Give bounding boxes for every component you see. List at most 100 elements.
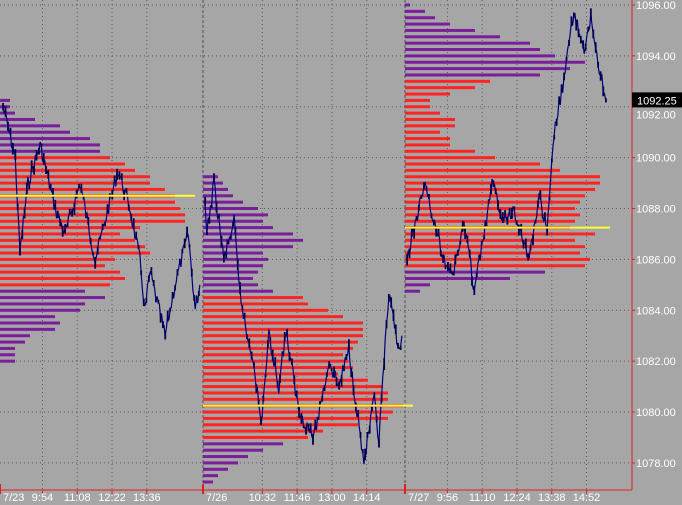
profile-bar-value-area [405, 213, 580, 217]
price-bar [319, 401, 321, 407]
price-bar [157, 299, 160, 304]
profile-bar-value-area [203, 378, 368, 382]
profile-bar [203, 213, 268, 217]
price-bar [497, 200, 499, 211]
price-bar [366, 432, 369, 438]
profile-bar-value-area [0, 245, 145, 249]
price-bar [111, 189, 114, 200]
price-bar [532, 234, 534, 246]
profile-bar-value-area [405, 181, 600, 185]
price-bar [80, 183, 83, 193]
price-bar [328, 361, 331, 369]
profile-bar-value-area [405, 92, 450, 96]
price-bar [16, 203, 19, 211]
profile-bar [203, 194, 233, 198]
price-bar [195, 295, 198, 302]
profile-bar-value-area [0, 264, 105, 268]
price-bar [492, 180, 495, 188]
price-bar [368, 425, 371, 434]
profile-bar [0, 321, 60, 325]
price-bar [558, 96, 561, 104]
profile-bar [0, 98, 10, 102]
price-bar [375, 415, 378, 422]
price-bar [524, 238, 527, 249]
price-bar [605, 98, 607, 103]
profile-bar-value-area [0, 219, 185, 223]
price-bar [333, 366, 336, 378]
price-bar [140, 270, 143, 275]
profile-bar [0, 353, 15, 357]
price-bar [312, 433, 314, 445]
profile-bar-value-area [405, 79, 490, 83]
price-bar [506, 216, 509, 225]
price-bar [570, 16, 573, 27]
profile-bar-value-area [203, 346, 353, 350]
price-bar [348, 339, 350, 349]
price-bar [423, 181, 425, 190]
price-bar [253, 362, 255, 368]
x-tick-label: 14:52 [573, 492, 601, 504]
price-bar [520, 223, 523, 236]
price-bar [260, 416, 262, 426]
price-bar [543, 212, 546, 221]
price-bar [602, 86, 605, 97]
profile-bar-value-area [203, 327, 363, 331]
price-bar [96, 246, 99, 255]
profile-bar-value-area [0, 283, 110, 287]
price-bar [447, 261, 449, 272]
price-bar [250, 351, 253, 360]
price-bar [420, 194, 423, 199]
profile-bar [405, 73, 540, 77]
poc-lines [0, 194, 610, 407]
profile-bar [0, 334, 30, 338]
price-bar [527, 253, 530, 261]
price-bar [437, 228, 440, 237]
price-bar [399, 345, 402, 350]
profile-bar [203, 461, 238, 465]
price-bar [378, 439, 380, 448]
price-bar [21, 229, 24, 240]
price-bar [120, 173, 123, 180]
price-bar [573, 12, 575, 18]
price-bar [323, 385, 326, 391]
profile-bar-value-area [405, 264, 585, 268]
price-bar [357, 409, 360, 418]
price-bar [181, 249, 184, 254]
price-bar [599, 71, 602, 81]
profile-bar [203, 251, 263, 255]
price-bar [390, 297, 393, 308]
price-bar [61, 225, 64, 237]
price-bar [49, 183, 52, 191]
price-bar [380, 394, 383, 403]
price-bar [257, 399, 260, 406]
price-bar [243, 312, 246, 318]
price-bar [137, 245, 140, 250]
x-tick-label-date: 7/26 [206, 492, 227, 504]
price-bar [30, 160, 33, 173]
price-bar [464, 228, 467, 239]
price-bar [54, 199, 57, 210]
profile-bar-value-area [0, 162, 125, 166]
profile-bar [203, 467, 228, 471]
y-tick-label: 1086.00 [636, 254, 676, 266]
profile-bar-value-area [0, 257, 115, 261]
price-bar [555, 118, 558, 126]
profile-bar [0, 124, 60, 128]
price-bar [148, 275, 150, 282]
price-bar [7, 121, 9, 131]
price-bar [541, 213, 544, 219]
price-bar [190, 268, 193, 277]
axes [0, 0, 635, 494]
price-bar [550, 158, 553, 163]
price-bar [584, 43, 587, 51]
profile-bar-value-area [405, 200, 580, 204]
y-tick-label: 1084.00 [636, 305, 676, 317]
price-bar [592, 29, 595, 39]
profile-bar [0, 296, 105, 300]
price-bar [283, 332, 286, 342]
price-bar [19, 248, 21, 256]
y-tick-label: 1080.00 [636, 407, 676, 419]
profile-bar [203, 455, 248, 459]
price-bar [164, 331, 167, 340]
